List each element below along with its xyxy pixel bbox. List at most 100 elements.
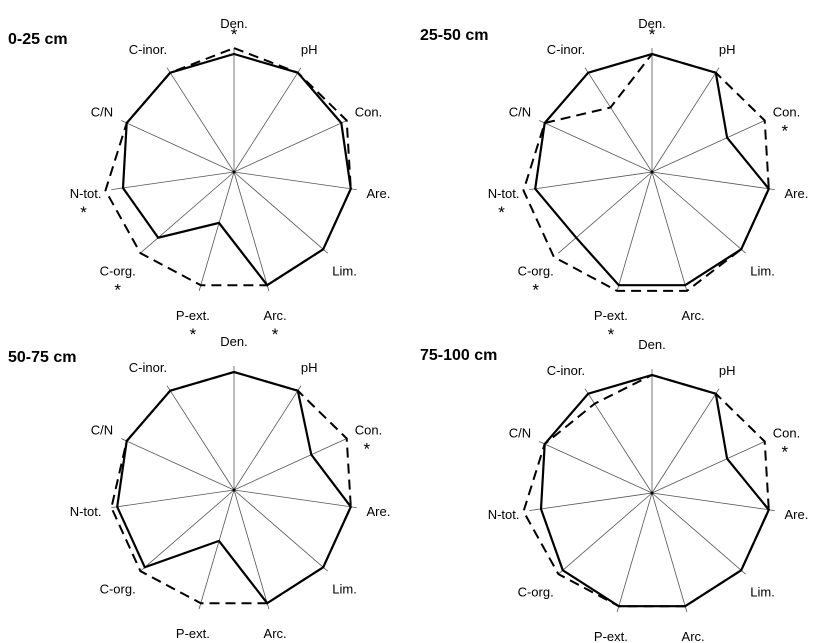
axis-label-con: Con. xyxy=(355,422,382,437)
spoke-are xyxy=(233,489,357,508)
spoke-p-ext xyxy=(616,171,653,292)
spoke-n-tot xyxy=(529,171,653,190)
axis-label-c-org: C-org. xyxy=(100,582,136,597)
spoke-n-tot xyxy=(111,171,235,190)
spoke-ph xyxy=(233,67,302,173)
axis-label-p-ext: P-ext. xyxy=(594,629,628,643)
significance-marker-n-tot: * xyxy=(80,203,87,222)
axis-label-n-tot: N-tot. xyxy=(488,186,520,201)
spoke-p-ext xyxy=(616,492,653,613)
significance-marker-p-ext: * xyxy=(608,325,615,344)
center-point xyxy=(232,170,236,174)
spoke-c-inor xyxy=(166,67,235,173)
axis-label-den: Den. xyxy=(220,334,247,349)
axis-label-c-n: C/N xyxy=(91,104,113,119)
axis-label-p-ext: P-ext. xyxy=(594,308,628,323)
axis-label-lim: Lim. xyxy=(750,264,775,279)
series-dashed-polygon xyxy=(522,52,770,292)
significance-marker-con: * xyxy=(363,439,370,458)
spoke-n-tot xyxy=(111,489,235,508)
axis-label-c-inor: C-inor. xyxy=(129,42,167,57)
axis-label-n-tot: N-tot. xyxy=(488,507,520,522)
axis-label-den: Den. xyxy=(638,16,665,31)
axis-label-arc: Arc. xyxy=(264,308,287,323)
axis-label-arc: Arc. xyxy=(682,308,705,323)
panel-title: 0-25 cm xyxy=(8,31,68,48)
spoke-arc xyxy=(233,171,270,292)
spoke-con xyxy=(233,120,347,173)
radar-panel-25-50: 25-50 cm Den.*pHCon.*Are.Lim.Arc.P-ext.*… xyxy=(420,16,808,344)
center-point xyxy=(232,488,236,492)
spoke-c-org xyxy=(558,492,653,575)
significance-marker-p-ext: * xyxy=(190,325,197,344)
spoke-p-ext xyxy=(198,489,235,610)
spoke-ph xyxy=(651,388,720,494)
axis-label-are: Are. xyxy=(367,186,391,201)
axis-label-lim: Lim. xyxy=(332,264,357,279)
axis-label-ph: pH xyxy=(301,42,318,57)
panel-title: 25-50 cm xyxy=(420,27,489,44)
radar-panel-75-100: 75-100 cm Den. pH Con. * Are. Lim. Arc. P-ext. C… xyxy=(420,337,808,643)
spoke-c-n xyxy=(539,441,653,494)
spoke-are xyxy=(233,171,357,190)
axis-label-are: Are. xyxy=(785,186,809,201)
significance-marker-con: * xyxy=(781,442,788,461)
axis-label-c-org: C-org. xyxy=(518,264,554,279)
axis-label-p-ext: P-ext. xyxy=(176,308,210,323)
spoke-con xyxy=(651,441,765,494)
spoke-c-inor xyxy=(166,385,235,491)
spoke-arc xyxy=(651,492,688,613)
significance-marker-n-tot: * xyxy=(498,203,505,222)
spoke-c-inor xyxy=(584,388,653,494)
significance-marker-den: * xyxy=(649,25,656,44)
spoke-arc xyxy=(651,171,688,292)
axis-label-arc: Arc. xyxy=(264,626,287,641)
spoke-c-org xyxy=(140,489,235,572)
panel-title: 50-75 cm xyxy=(8,349,77,366)
axis-label-c-inor: C-inor. xyxy=(547,363,585,378)
significance-marker-arc: * xyxy=(272,325,279,344)
significance-marker-c-org: * xyxy=(114,281,121,300)
series-solid-polygon xyxy=(539,373,771,608)
spoke-c-org xyxy=(140,171,235,254)
axis-label-ph: pH xyxy=(719,42,736,57)
axis-label-ph: pH xyxy=(719,363,736,378)
axis-label-c-n: C/N xyxy=(91,422,113,437)
spoke-con xyxy=(651,120,765,173)
significance-marker-den: * xyxy=(231,25,238,44)
axis-label-lim: Lim. xyxy=(750,585,775,600)
axis-label-n-tot: N-tot. xyxy=(70,504,102,519)
series-solid-polygon xyxy=(534,52,771,287)
spoke-lim xyxy=(233,171,328,254)
spoke-c-n xyxy=(539,120,653,173)
series-solid-polygon xyxy=(116,370,353,605)
significance-marker-c-org: * xyxy=(532,281,539,300)
center-point xyxy=(650,170,654,174)
axis-label-c-org: C-org. xyxy=(100,264,136,279)
axis-label-ph: pH xyxy=(301,360,318,375)
axis-label-con: Con. xyxy=(773,104,800,119)
axis-label-c-n: C/N xyxy=(509,104,531,119)
series-dashed-polygon xyxy=(522,373,770,608)
spoke-c-org xyxy=(558,171,653,254)
axis-label-c-org: C-org. xyxy=(518,585,554,600)
axis-label-lim: Lim. xyxy=(332,582,357,597)
spoke-c-n xyxy=(121,438,235,491)
axis-label-arc: Arc. xyxy=(682,629,705,643)
radar-panel-50-75: 50-75 cm Den.pHCon.*Are.Lim.Arc.P-ext.*C… xyxy=(8,334,390,641)
axis-label-are: Are. xyxy=(785,507,809,522)
center-point xyxy=(650,491,654,495)
spoke-are xyxy=(651,171,775,190)
panel-title: 75-100 cm xyxy=(420,347,497,364)
spoke-are xyxy=(651,492,775,511)
spoke-lim xyxy=(651,492,746,575)
series-dashed-polygon xyxy=(104,47,352,287)
spoke-lim xyxy=(651,171,746,254)
spoke-ph xyxy=(651,67,720,173)
series-dashed-polygon xyxy=(110,370,352,605)
axis-label-c-n: C/N xyxy=(509,425,531,440)
spoke-c-inor xyxy=(584,67,653,173)
axis-label-con: Con. xyxy=(355,104,382,119)
radar-panel-0-25: 0-25 cm Den.*pHCon.Are.Lim.Arc.*P-ext.*C… xyxy=(8,16,390,344)
